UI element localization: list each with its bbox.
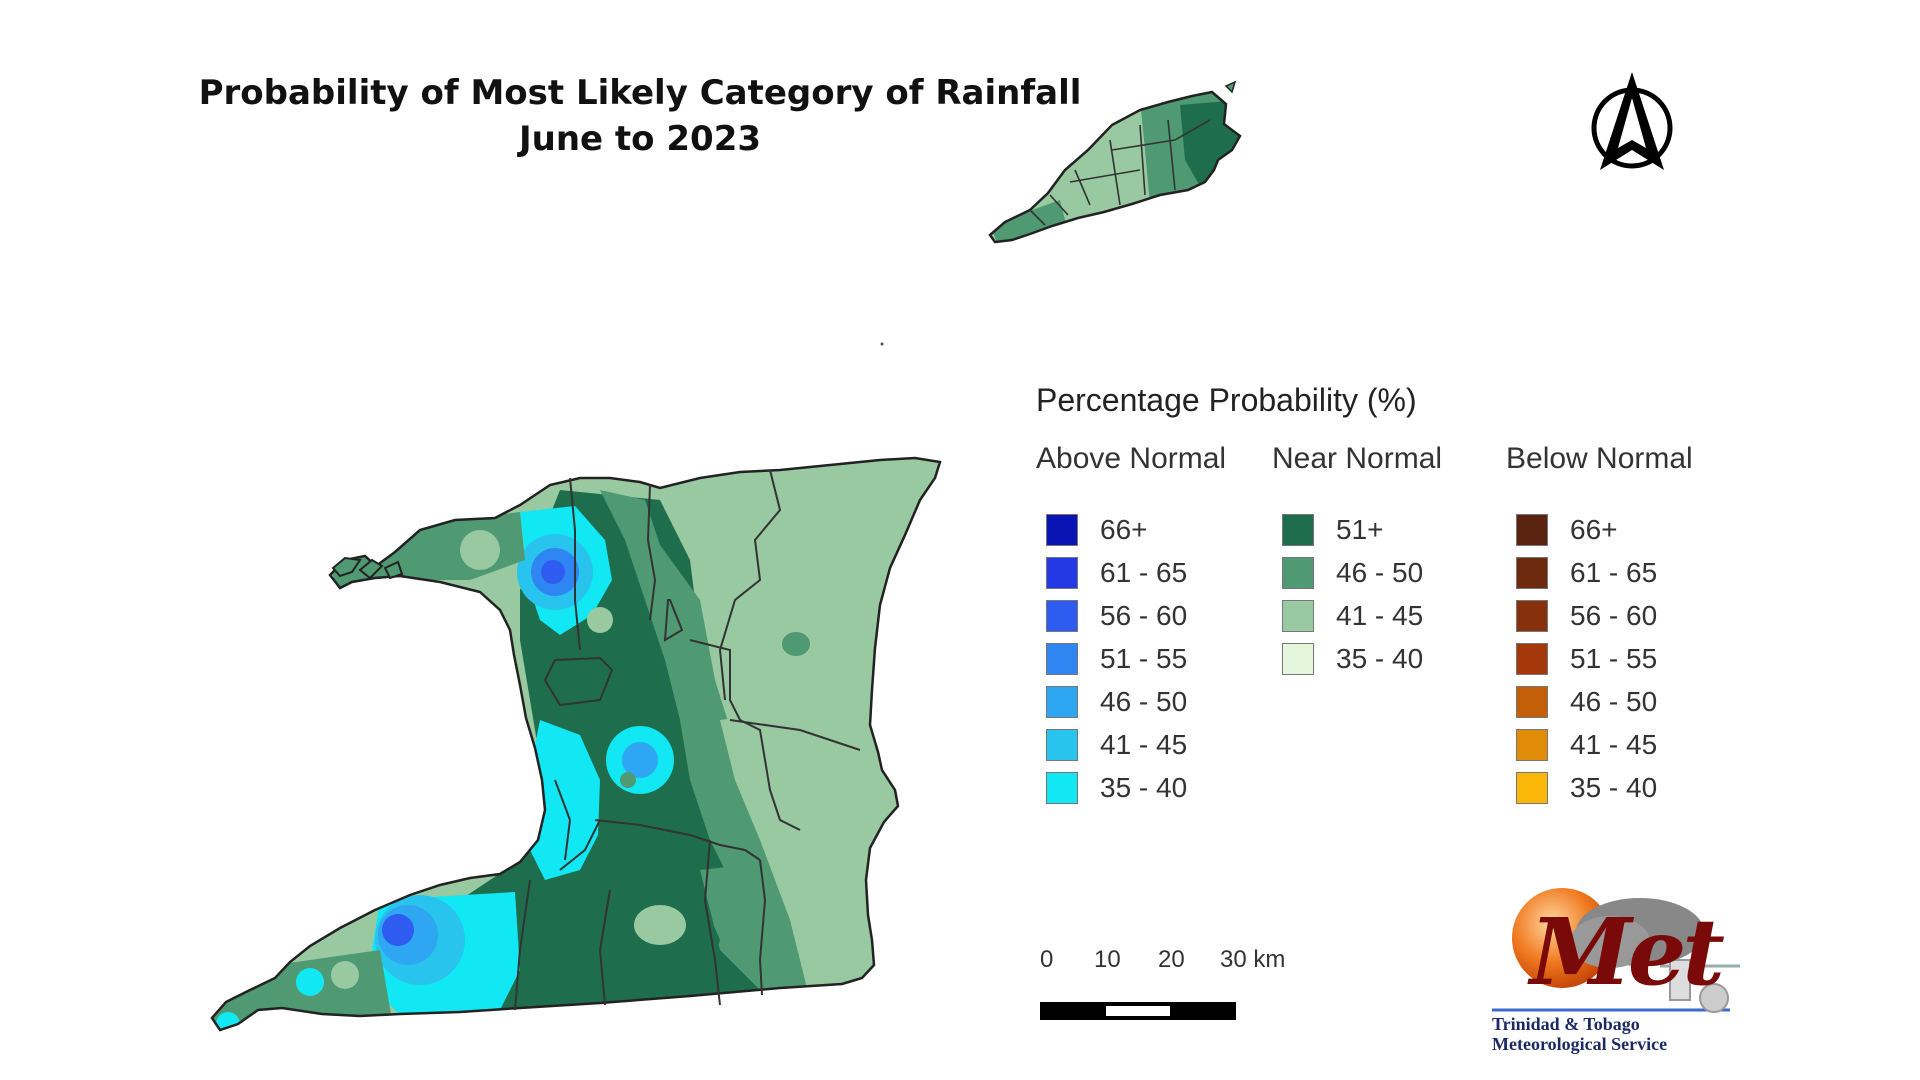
legend-item: 41 - 45 <box>1506 723 1746 766</box>
legend-swatch <box>1046 556 1078 589</box>
legend-swatch <box>1282 556 1314 589</box>
legend-swatch <box>1516 556 1548 589</box>
legend-label: 51+ <box>1336 513 1384 545</box>
legend-label: 35 - 40 <box>1336 642 1424 674</box>
legend-swatch <box>1282 599 1314 632</box>
legend-item: 35 - 40 <box>1272 637 1512 680</box>
legend-swatch <box>1046 685 1078 718</box>
map-title-line2: June to 2023 <box>518 119 762 159</box>
legend-item: 51 - 55 <box>1036 637 1276 680</box>
scale-tick-label: 20 <box>1158 946 1185 973</box>
tobago-outline <box>988 90 1242 244</box>
map-title-line1: Probability of Most Likely Category of R… <box>198 73 1082 113</box>
legend-header: Near Normal <box>1272 442 1443 475</box>
legend-swatch <box>1282 513 1314 546</box>
legend-item: 61 - 65 <box>1506 551 1746 594</box>
legend-title: Percentage Probability (%) <box>1036 382 1417 418</box>
legend-item: 56 - 60 <box>1506 594 1746 637</box>
legend-label: 41 - 45 <box>1336 599 1424 631</box>
legend-column-near-normal: Near Normal 51+ 46 - 50 41 - 45 35 - 40 <box>1272 442 1512 680</box>
legend-item: 46 - 50 <box>1036 680 1276 723</box>
legend-label: 56 - 60 <box>1100 599 1188 631</box>
legend-label: 46 - 50 <box>1570 685 1658 717</box>
legend-column-below-normal: Below Normal 66+ 61 - 65 56 - 60 51 - 55 46 … <box>1506 442 1746 809</box>
legend-item: 66+ <box>1506 508 1746 551</box>
legend-label: 35 - 40 <box>1100 771 1188 803</box>
map-title: Probability of Most Likely Category of R… <box>190 70 1090 162</box>
legend-label: 46 - 50 <box>1100 685 1188 717</box>
trinidad-outline <box>210 456 942 1032</box>
legend-label: 61 - 65 <box>1100 556 1188 588</box>
legend-item: 51 - 55 <box>1506 637 1746 680</box>
met-logo-line1: Trinidad & Tobago <box>1492 1014 1640 1034</box>
legend-swatch <box>1516 599 1548 632</box>
trinidad-regional-boundaries <box>514 469 861 1011</box>
legend-column-above-normal: Above Normal 66+ 61 - 65 56 - 60 51 - 55 46 … <box>1036 442 1276 809</box>
legend-item: 61 - 65 <box>1036 551 1276 594</box>
legend-label: 66+ <box>1100 513 1148 545</box>
legend-label: 46 - 50 <box>1336 556 1424 588</box>
stray-dot <box>880 342 884 346</box>
legend-item: 41 - 45 <box>1036 723 1276 766</box>
legend-item: 66+ <box>1036 508 1276 551</box>
legend-swatch <box>1046 771 1078 804</box>
legend-swatch <box>1282 642 1314 675</box>
scale-bar-graphic <box>1040 1002 1236 1020</box>
legend-label: 56 - 60 <box>1570 599 1658 631</box>
scale-tick-label: 0 <box>1040 946 1054 973</box>
legend-label: 51 - 55 <box>1570 642 1658 674</box>
tobago-islet <box>1224 80 1237 94</box>
legend-label: 35 - 40 <box>1570 771 1658 803</box>
legend-item: 35 - 40 <box>1036 766 1276 809</box>
legend-swatch <box>1046 728 1078 761</box>
legend-item: 56 - 60 <box>1036 594 1276 637</box>
legend-label: 41 - 45 <box>1100 728 1188 760</box>
met-logo-word: Met <box>1530 898 1725 1006</box>
legend-item: 51+ <box>1272 508 1512 551</box>
legend-swatch <box>1516 685 1548 718</box>
legend-label: 41 - 45 <box>1570 728 1658 760</box>
nw-islands <box>331 556 404 580</box>
met-logo-graphic <box>1492 888 1740 1013</box>
legend-swatch <box>1516 642 1548 675</box>
legend-label: 66+ <box>1570 513 1618 545</box>
legend-item: 41 - 45 <box>1272 594 1512 637</box>
tobago-parish-boundaries <box>1029 119 1211 226</box>
legend-item: 46 - 50 <box>1272 551 1512 594</box>
legend-item: 35 - 40 <box>1506 766 1746 809</box>
scale-bar: 0 10 20 30 km <box>1040 946 1285 1026</box>
legend-swatch <box>1516 728 1548 761</box>
legend-swatch <box>1516 513 1548 546</box>
legend-swatch <box>1516 771 1548 804</box>
legend-swatch <box>1046 513 1078 546</box>
legend-label: 51 - 55 <box>1100 642 1188 674</box>
legend-swatch <box>1046 642 1078 675</box>
met-logo-line2: Meteorological Service <box>1492 1034 1668 1054</box>
legend-label: 61 - 65 <box>1570 556 1658 588</box>
scale-tick-label: 30 km <box>1220 946 1286 973</box>
met-service-logo: Met Trinidad & Tobago Meteorological Ser… <box>1490 880 1750 1060</box>
legend-swatch <box>1046 599 1078 632</box>
legend-header: Above Normal <box>1036 442 1227 475</box>
legend-item: 46 - 50 <box>1506 680 1746 723</box>
legend-header: Below Normal <box>1506 442 1693 475</box>
north-arrow-icon <box>1591 72 1673 170</box>
scale-tick-label: 10 <box>1094 946 1121 973</box>
